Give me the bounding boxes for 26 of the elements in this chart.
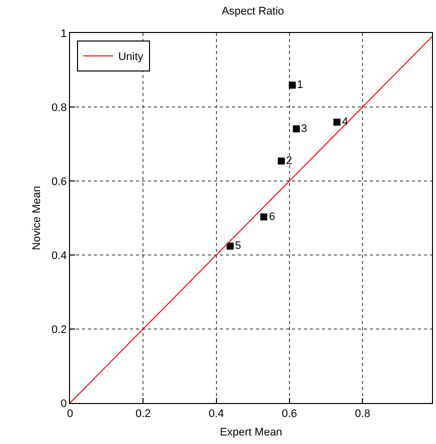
x-tick-label: 0.6 (282, 408, 298, 420)
y-tick-label: 0.4 (52, 250, 67, 262)
point (333, 118, 340, 126)
annotation: 2 (286, 155, 292, 167)
annotation: 4 (342, 116, 348, 128)
point (226, 242, 234, 250)
y-axis-title: Novice Mean (31, 186, 44, 250)
x-tick-label: 0.4 (208, 408, 224, 420)
x-tick-label: 0.8 (354, 408, 370, 420)
annotation: 1 (297, 79, 304, 91)
y-tick-label: 0.8 (52, 102, 67, 114)
annotation: 5 (235, 240, 242, 252)
x-axis-title: Expert Mean (220, 426, 282, 438)
y-tick-label: 1 (60, 28, 67, 40)
annotation: 6 (269, 211, 276, 223)
point (288, 82, 296, 89)
annotation: 3 (301, 123, 308, 135)
point (292, 125, 300, 132)
y-tick-label: 0.6 (52, 176, 67, 188)
legend-label: Unity (118, 51, 144, 64)
point (260, 213, 268, 220)
x-tick-label: 0.2 (135, 408, 151, 420)
y-tick-label: 0.2 (52, 324, 67, 336)
y-tick-label: 0 (60, 398, 67, 410)
chart-title: Aspect Ratio (222, 5, 284, 18)
point (278, 158, 285, 165)
